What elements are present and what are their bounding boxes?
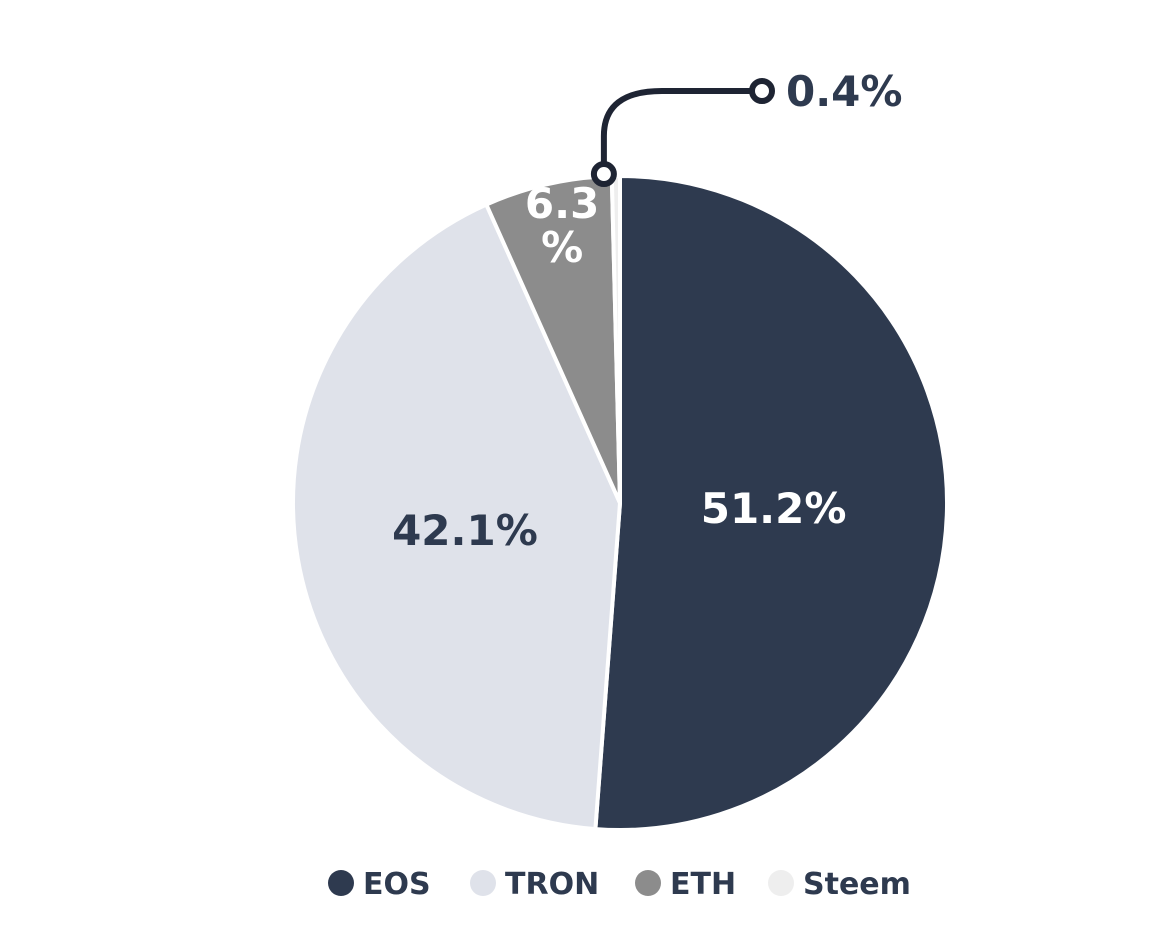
legend-item-eos: EOS bbox=[328, 867, 431, 902]
legend-label-tron: TRON bbox=[505, 867, 599, 902]
data-label-eth: 6.3% bbox=[525, 179, 599, 272]
legend-label-steem: Steem bbox=[803, 867, 911, 902]
slices bbox=[291, 173, 950, 832]
legend-item-tron: TRON bbox=[470, 867, 599, 902]
legend-swatch-steem bbox=[768, 870, 794, 896]
legend-swatch-eth bbox=[635, 870, 661, 896]
legend-label-eos: EOS bbox=[363, 867, 431, 902]
callout: 0.4% bbox=[590, 67, 902, 188]
legend-item-steem: Steem bbox=[768, 867, 911, 902]
callout-dot-end bbox=[749, 78, 775, 104]
data-label-eos: 51.2% bbox=[701, 484, 847, 533]
legend-swatch-tron bbox=[470, 870, 496, 896]
legend-item-eth: ETH bbox=[635, 867, 736, 902]
data-label-tron: 42.1% bbox=[392, 506, 538, 555]
slice-eos bbox=[593, 174, 950, 832]
legend-swatch-eos bbox=[328, 870, 354, 896]
slice-tron bbox=[291, 202, 622, 832]
legend: EOS TRON ETH Steem bbox=[328, 867, 911, 902]
callout-dot-start bbox=[590, 161, 617, 188]
callout-line bbox=[600, 88, 765, 178]
data-label-steem: 0.4% bbox=[786, 67, 902, 116]
data-labels: 51.2% 42.1% 6.3% bbox=[392, 179, 846, 555]
legend-label-eth: ETH bbox=[670, 867, 736, 902]
